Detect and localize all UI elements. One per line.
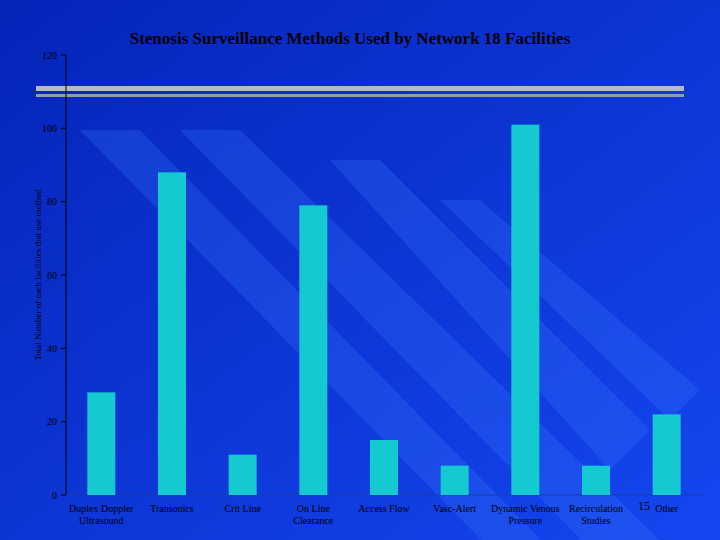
header-bar: [36, 86, 684, 91]
label-line: Clearance: [293, 515, 334, 526]
x-tick-label: Dynamic VenousPressure: [491, 503, 560, 526]
label-line: Crit Line: [224, 503, 261, 514]
x-tick-label: RecirculationStudies: [569, 503, 623, 526]
y-tick: [61, 128, 66, 129]
y-label: Total Number of each facilities that use…: [33, 189, 43, 361]
y-tick-label: 60: [47, 270, 57, 281]
bar: [441, 466, 469, 495]
label-line: Dynamic Venous: [491, 503, 560, 514]
y-tick: [61, 201, 66, 202]
x-tick-label: Vasc-Alert: [433, 503, 476, 514]
y-tick: [61, 348, 66, 349]
bars: [87, 125, 680, 495]
slide-number: 15: [638, 499, 650, 513]
label-line: Vasc-Alert: [433, 503, 476, 514]
x-tick-label: Crit Line: [224, 503, 261, 514]
label-line: On Line: [297, 503, 331, 514]
chart: Stenosis Surveillance Methods Used by Ne…: [0, 0, 720, 540]
bar: [299, 205, 327, 495]
label-line: Access Flow: [358, 503, 410, 514]
header-bar: [36, 94, 684, 97]
x-tick-label: Other: [655, 503, 678, 514]
y-tick: [61, 55, 66, 56]
title: Stenosis Surveillance Methods Used by Ne…: [130, 29, 571, 48]
label-line: Duplex Doppler: [69, 503, 134, 514]
bar: [653, 414, 681, 495]
label-line: Other: [655, 503, 678, 514]
y-tick: [61, 275, 66, 276]
bar: [229, 455, 257, 495]
y-tick: [61, 495, 66, 496]
x-tick-label: Access Flow: [358, 503, 410, 514]
y-tick-label: 40: [47, 343, 57, 354]
y-tick-label: 20: [47, 416, 57, 427]
bar: [87, 392, 115, 495]
x-tick-label: On LineClearance: [293, 503, 334, 526]
label-line: Transonics: [150, 503, 194, 514]
y-tick-label: 80: [47, 196, 57, 207]
y-tick-label: 120: [42, 50, 57, 61]
y-tick-label: 0: [52, 490, 57, 501]
label-line: Recirculation: [569, 503, 623, 514]
label-line: Ultrasound: [79, 515, 123, 526]
x-tick-label: Duplex DopplerUltrasound: [69, 503, 134, 526]
y-tick: [61, 421, 66, 422]
x-tick-label: Transonics: [150, 503, 194, 514]
bar: [511, 125, 539, 495]
ribbon: [440, 200, 700, 420]
label-line: Studies: [581, 515, 611, 526]
y-tick-label: 100: [42, 123, 57, 134]
label-line: Pressure: [508, 515, 542, 526]
bar: [370, 440, 398, 495]
bar: [582, 466, 610, 495]
bar: [158, 172, 186, 495]
